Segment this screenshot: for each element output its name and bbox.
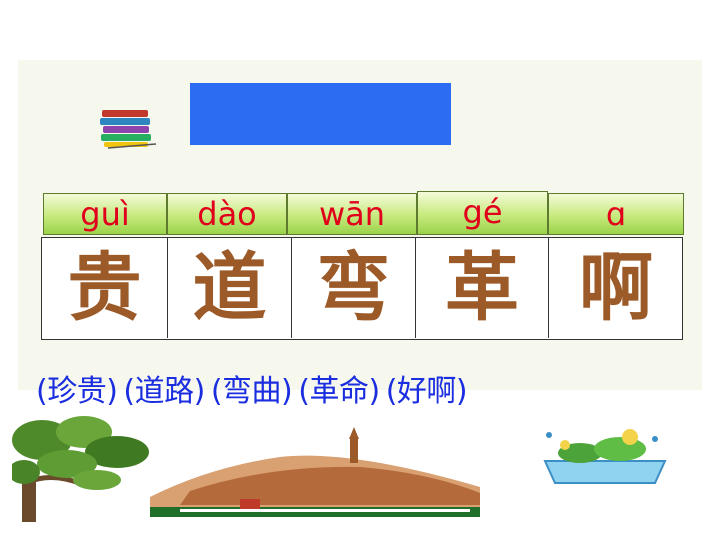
character-dao: 道 — [168, 238, 292, 338]
character-ge: 革 — [416, 238, 549, 338]
flower-pot-image — [543, 429, 667, 484]
word-daolu: (道路) — [123, 374, 205, 409]
word-geming: (革命) — [298, 374, 380, 409]
word-haoa: (好啊) — [385, 374, 468, 409]
pinyin-row: guì dào wān gé ɑ — [43, 191, 684, 237]
character-gui: 贵 — [42, 238, 168, 338]
character-a: 啊 — [579, 245, 653, 331]
word-wanqu: (弯曲) — [210, 374, 293, 409]
character-wan: 弯 — [292, 238, 416, 338]
word-list: (珍贵) (道路) (弯曲) (革命) (好啊) — [36, 366, 696, 416]
pinyin-dao: dào — [167, 193, 287, 235]
tree-image — [12, 416, 149, 522]
books-icon — [100, 110, 157, 149]
pinyin-ge: gé — [417, 191, 548, 235]
character-row: 贵 道 弯 革 啊 — [41, 237, 683, 340]
pinyin-wan: wān — [287, 193, 417, 235]
word-zhengui: (珍贵) — [36, 374, 118, 409]
pinyin-gui: guì — [43, 193, 167, 235]
pinyin-a: ɑ — [548, 193, 684, 235]
pagoda-hill-image — [150, 427, 480, 517]
title-box — [190, 83, 451, 145]
